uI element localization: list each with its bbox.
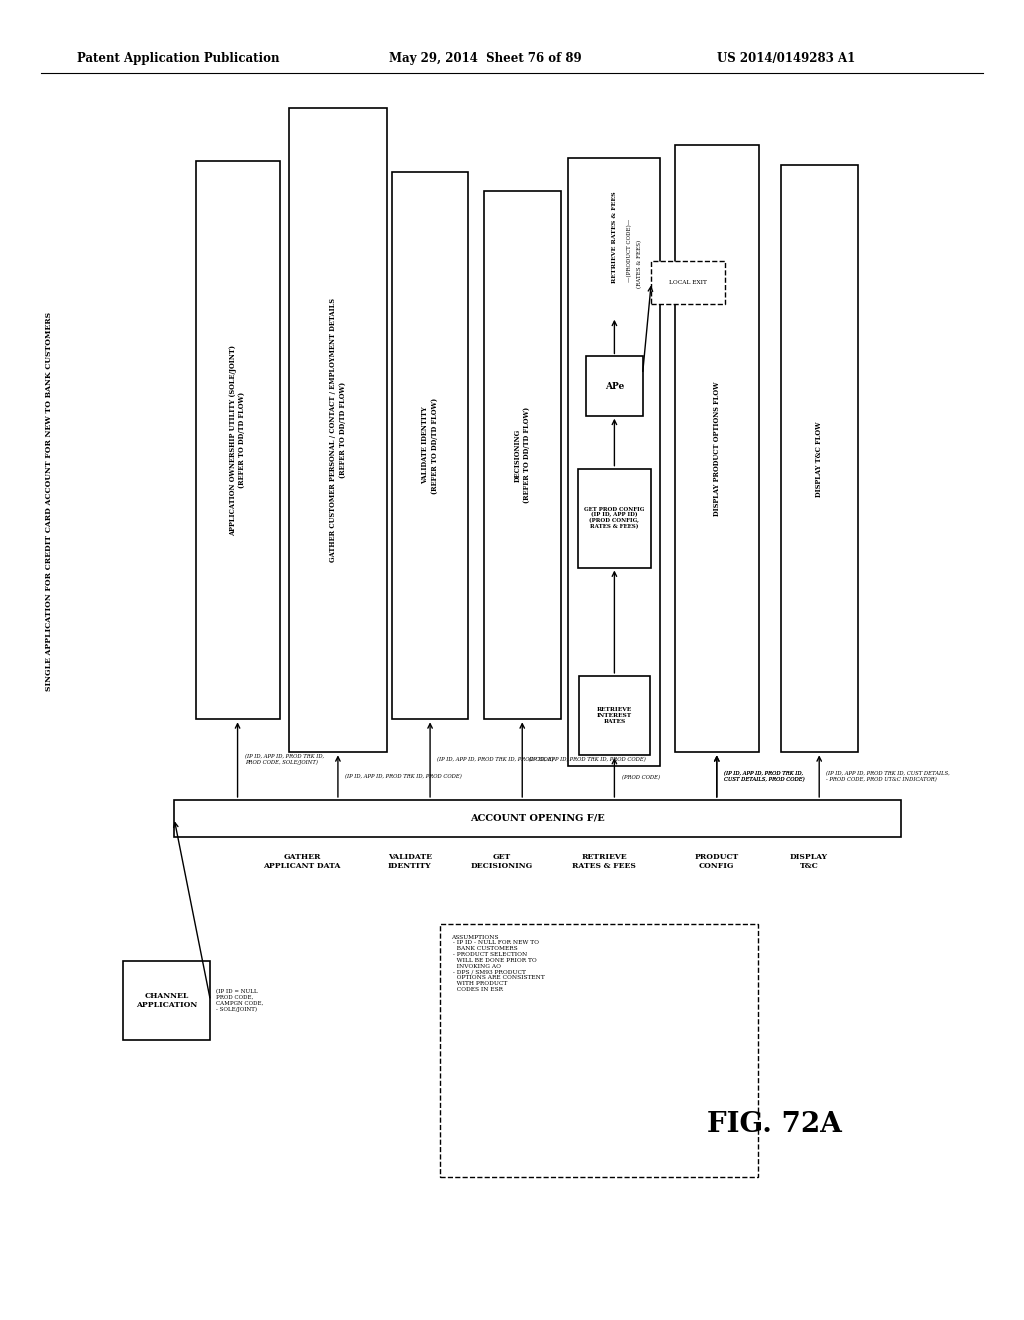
Text: LOCAL EXIT: LOCAL EXIT: [670, 280, 707, 285]
Bar: [579, 676, 650, 755]
Text: GET
DECISIONING: GET DECISIONING: [471, 853, 532, 870]
Bar: [586, 356, 643, 416]
Text: (PROD CODE): (PROD CODE): [622, 775, 659, 780]
Bar: [578, 469, 651, 568]
Text: (IP ID, APP ID, PROD TRK ID, CUST DETAILS,
- PROD CODE, PROD UT&C INDICATOR): (IP ID, APP ID, PROD TRK ID, CUST DETAIL…: [826, 771, 950, 781]
Text: VALIDATE IDENTITY
(REFER TO DD/TD FLOW): VALIDATE IDENTITY (REFER TO DD/TD FLOW): [422, 397, 438, 494]
Text: (IP ID, APP ID, PROD TRK ID, PROD CODE): (IP ID, APP ID, PROD TRK ID, PROD CODE): [529, 758, 646, 762]
Text: DECISIONING
(REFER TO DD/TD FLOW): DECISIONING (REFER TO DD/TD FLOW): [514, 408, 530, 503]
Text: VALIDATE
IDENTITY: VALIDATE IDENTITY: [388, 853, 431, 870]
Text: FIG. 72A: FIG. 72A: [707, 1111, 842, 1138]
Bar: [123, 961, 211, 1040]
Bar: [196, 161, 280, 719]
Bar: [290, 108, 387, 752]
Bar: [651, 261, 725, 304]
Text: RETRIEVE
INTEREST
RATES: RETRIEVE INTEREST RATES: [597, 708, 632, 723]
Bar: [484, 191, 561, 719]
Text: APPLICATION OWNERSHIP UTILITY (SOLE/JOINT)
(REFER TO DD/TD FLOW): APPLICATION OWNERSHIP UTILITY (SOLE/JOIN…: [229, 345, 246, 536]
Text: APe: APe: [605, 381, 624, 391]
Text: GATHER
APPLICANT DATA: GATHER APPLICANT DATA: [263, 853, 341, 870]
Text: (IP ID, APP ID, PROD TRK ID,
CUST DETAILS, PROD CODE): (IP ID, APP ID, PROD TRK ID, CUST DETAIL…: [724, 771, 805, 781]
Text: CHANNEL
APPLICATION: CHANNEL APPLICATION: [136, 991, 198, 1010]
Text: Patent Application Publication: Patent Application Publication: [77, 51, 280, 65]
Text: US 2014/0149283 A1: US 2014/0149283 A1: [717, 51, 855, 65]
Text: (IP ID, APP ID, PROD TRK ID,
CUST DETAILS, PROD CODE): (IP ID, APP ID, PROD TRK ID, CUST DETAIL…: [724, 771, 805, 781]
Text: RETRIEVE
RATES & FEES: RETRIEVE RATES & FEES: [572, 853, 636, 870]
Text: —(PRODUCT CODE)—: —(PRODUCT CODE)—: [627, 219, 633, 282]
Text: RETRIEVE RATES & FEES: RETRIEVE RATES & FEES: [612, 191, 616, 284]
Text: May 29, 2014  Sheet 76 of 89: May 29, 2014 Sheet 76 of 89: [389, 51, 582, 65]
Bar: [391, 172, 469, 719]
Text: (IP ID, APP ID, PROD TRK ID,
PROD CODE, SOLE/JOINT): (IP ID, APP ID, PROD TRK ID, PROD CODE, …: [245, 754, 324, 766]
Text: PRODUCT
CONFIG: PRODUCT CONFIG: [694, 853, 739, 870]
Text: (IP ID, APP ID, PROD TRK ID, PROD CODE): (IP ID, APP ID, PROD TRK ID, PROD CODE): [437, 758, 554, 762]
Text: DISPLAY PRODUCT OPTIONS FLOW: DISPLAY PRODUCT OPTIONS FLOW: [713, 381, 721, 516]
Bar: [568, 158, 660, 766]
Text: GET PROD CONFIG
(IP ID, APP ID)
(PROD CONFIG,
RATES & FEES): GET PROD CONFIG (IP ID, APP ID) (PROD CO…: [585, 507, 644, 529]
Text: ASSUMPTIONS
 - IP ID - NULL FOR NEW TO
   BANK CUSTOMERS
 - PRODUCT SELECTION
  : ASSUMPTIONS - IP ID - NULL FOR NEW TO BA…: [451, 935, 545, 991]
Text: GATHER CUSTOMER PERSONAL / CONTACT / EMPLOYMENT DETAILS
(REFER TO DD/TD FLOW): GATHER CUSTOMER PERSONAL / CONTACT / EMP…: [330, 298, 346, 562]
Text: (IP ID, APP ID, PROD TRK ID, PROD CODE): (IP ID, APP ID, PROD TRK ID, PROD CODE): [345, 774, 462, 779]
Text: (IP ID = NULL
PROD CODE,
CAMPGN CODE,
- SOLE/JOINT): (IP ID = NULL PROD CODE, CAMPGN CODE, - …: [216, 989, 263, 1012]
Text: (RATES & FEES): (RATES & FEES): [637, 240, 643, 288]
Text: ACCOUNT OPENING F/E: ACCOUNT OPENING F/E: [470, 814, 605, 822]
Bar: [174, 800, 901, 837]
Text: DISPLAY
T&C: DISPLAY T&C: [790, 853, 828, 870]
Text: DISPLAY T&C FLOW: DISPLAY T&C FLOW: [815, 421, 823, 496]
Text: SINGLE APPLICATION FOR CREDIT CARD ACCOUNT FOR NEW TO BANK CUSTOMERS: SINGLE APPLICATION FOR CREDIT CARD ACCOU…: [45, 312, 53, 692]
Bar: [781, 165, 858, 752]
Bar: [440, 924, 758, 1177]
Bar: [675, 145, 759, 752]
